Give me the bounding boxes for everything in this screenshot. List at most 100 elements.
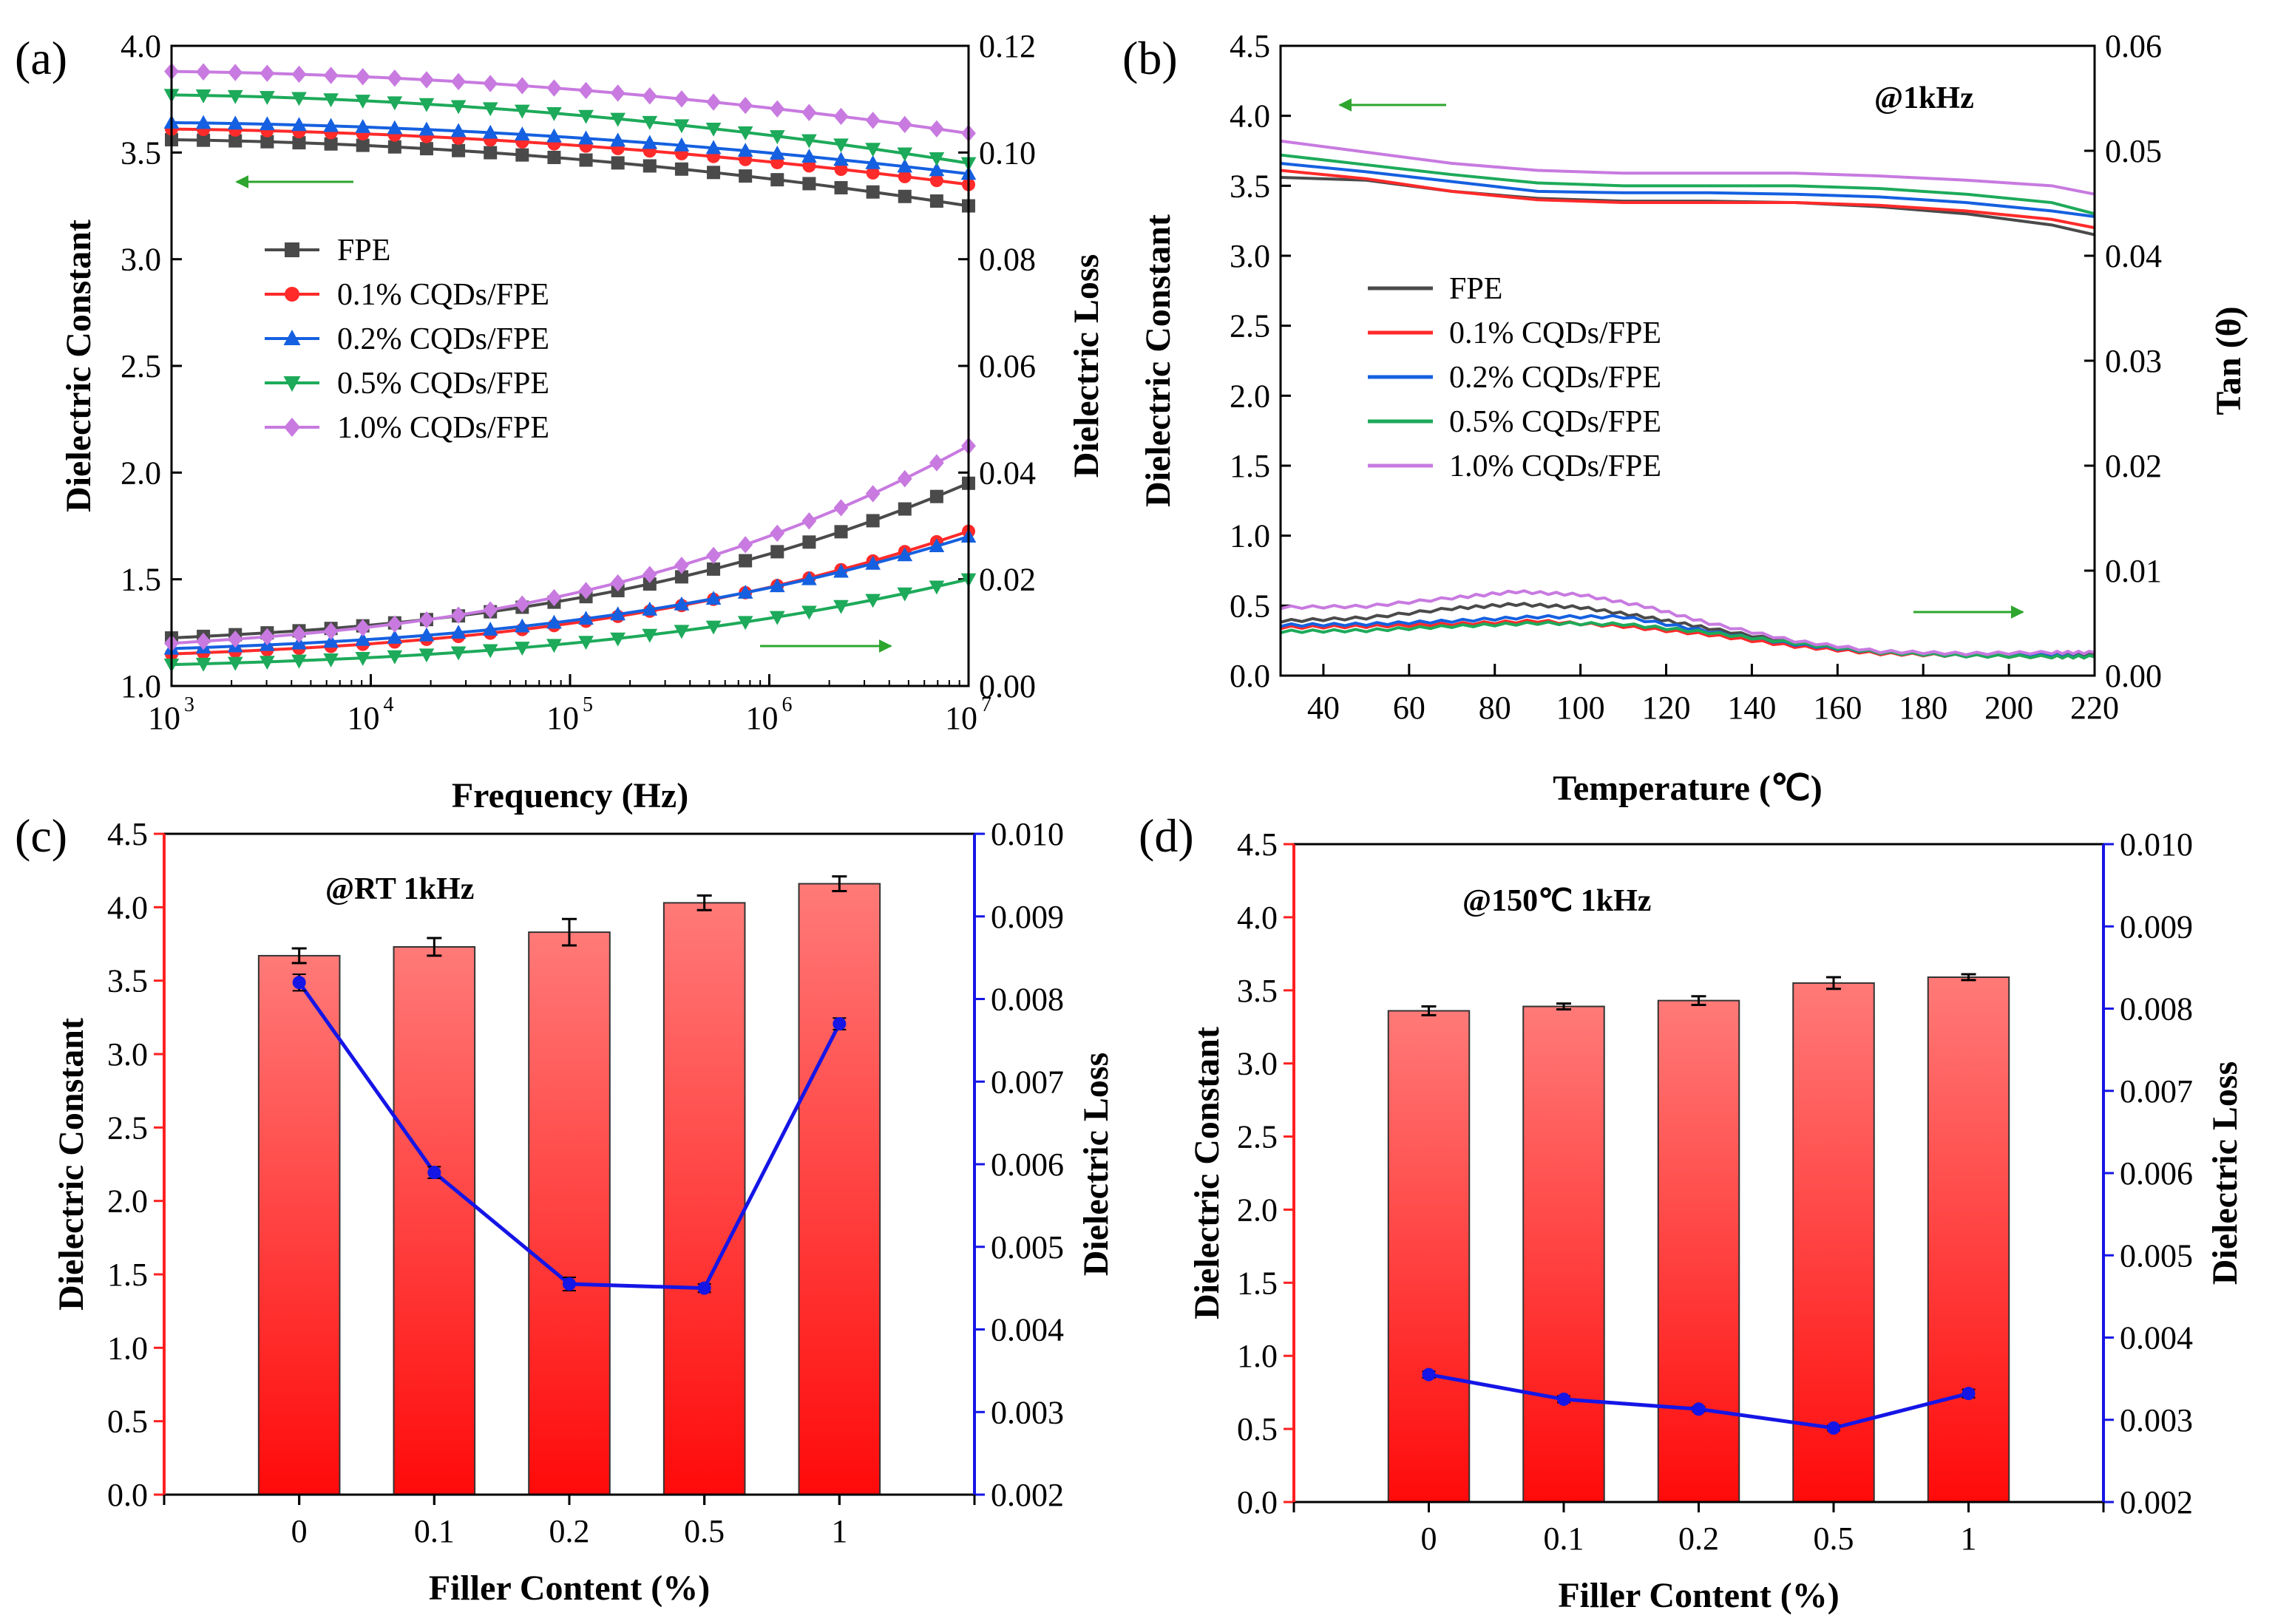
bar	[1927, 976, 2010, 1503]
y2-tick-label: 0.009	[2120, 908, 2193, 945]
constant-point	[419, 71, 434, 89]
loss-point	[705, 620, 722, 635]
loss-line-2	[1280, 614, 2095, 659]
loss-point	[323, 653, 339, 667]
constant-point	[834, 163, 848, 177]
x-tick-label: 0	[291, 1513, 308, 1549]
constant-point	[260, 91, 275, 105]
y-tick-label: 4.0	[121, 28, 161, 64]
constant-point	[865, 112, 881, 129]
constant-point	[546, 128, 562, 143]
constant-line-2	[171, 120, 969, 176]
constant-point	[610, 132, 626, 147]
constant-point	[705, 140, 722, 154]
x-axis-title: Frequency (Hz)	[452, 776, 688, 815]
constant-point	[578, 81, 594, 100]
constant-point	[801, 134, 817, 149]
loss-point	[697, 1281, 711, 1295]
y2-tick-label: 0.008	[991, 982, 1064, 1018]
constant-point	[482, 102, 498, 117]
loss-point	[228, 630, 243, 648]
constant-point	[929, 194, 943, 208]
loss-point	[546, 639, 562, 653]
y2-tick-label: 0.06	[2105, 28, 2162, 64]
constant-point	[483, 75, 498, 92]
loss-point	[642, 601, 658, 616]
y-tick-label: 1.0	[1230, 518, 1270, 554]
loss-point	[1692, 1402, 1706, 1416]
loss-point	[514, 642, 530, 656]
loss-point	[1557, 1392, 1570, 1406]
constant-point	[260, 116, 275, 131]
y-tick-label: 2.5	[121, 348, 161, 384]
annotation: @1kHz	[1874, 81, 1974, 115]
loss-point	[897, 469, 912, 488]
loss-point	[419, 611, 434, 629]
y-tick-label: 1.0	[107, 1330, 148, 1366]
loss-point	[292, 976, 306, 990]
x-axis-title: Filler Content (%)	[1558, 1576, 1839, 1615]
constant-point	[866, 185, 880, 199]
constant-point	[865, 154, 881, 169]
loss-point	[706, 546, 721, 565]
y-axis-title: Dielectric Constant	[59, 220, 98, 512]
constant-point	[227, 89, 243, 104]
legend-marker	[285, 242, 299, 257]
y-tick-label: 2.5	[107, 1110, 148, 1146]
x-tick-label: 0.2	[549, 1513, 590, 1549]
constant-point	[228, 134, 243, 148]
y2-tick-label: 0.04	[2105, 238, 2162, 274]
loss-point	[707, 562, 721, 576]
y2-axis-title: Tan (θ)	[2209, 306, 2248, 415]
panel-c: 0.0 0.5 1.0 1.5 2.0 2.5 3.0 3.5 4.0 4.5 0.002 0.003…	[15, 809, 1116, 1608]
x-tick-label-exp: 4	[384, 693, 394, 716]
constant-point	[737, 126, 753, 140]
x-tick-label: 220	[2070, 690, 2119, 726]
y-tick-label: 4.0	[1237, 900, 1278, 936]
y-axis-title: Dielectric Constant	[1187, 1027, 1227, 1319]
bar	[257, 954, 341, 1495]
loss-point	[291, 654, 307, 669]
y-tick-label: 4.0	[107, 889, 148, 925]
legend-label: 1.0% CQDs/FPE	[1449, 449, 1661, 483]
y-tick-label: 3.5	[1237, 973, 1278, 1009]
y-tick-label: 2.0	[107, 1183, 148, 1220]
constant-point	[674, 90, 689, 108]
annotation: @RT 1kHz	[325, 872, 474, 906]
y2-tick-label: 0.02	[979, 562, 1036, 598]
bar	[1792, 982, 1875, 1503]
loss-point	[196, 632, 211, 650]
constant-line-3	[171, 93, 969, 165]
panel-b: 0.0 0.5 1.0 1.5 2.0 2.5 3.0 3.5 4.0 4.5 0.00 0.01 0.…	[1122, 28, 2248, 808]
bar	[662, 902, 746, 1495]
panel-d: 0.0 0.5 1.0 1.5 2.0 2.5 3.0 3.5 4.0 4.5 0.002 0.003…	[1139, 809, 2245, 1615]
y2-tick-label: 0.003	[2120, 1402, 2193, 1438]
loss-point	[642, 565, 657, 583]
panel-label: (c)	[15, 809, 67, 862]
constant-point	[579, 153, 593, 167]
loss-point	[801, 605, 817, 620]
x-tick-label: 0.2	[1678, 1521, 1719, 1557]
constant-point	[195, 89, 211, 103]
constant-point	[547, 150, 561, 164]
legend-label: 0.1% CQDs/FPE	[1449, 316, 1661, 350]
legend-marker	[283, 330, 301, 345]
loss-point	[260, 656, 275, 670]
loss-point	[801, 571, 817, 585]
constant-point	[674, 119, 690, 134]
y2-tick-label: 0.03	[2105, 343, 2162, 379]
y2-tick-label: 0.008	[2120, 991, 2193, 1027]
loss-point	[482, 622, 498, 636]
constant-point	[898, 189, 912, 203]
legend-label: 0.5% CQDs/FPE	[1449, 405, 1661, 439]
bar	[798, 883, 881, 1495]
loss-point	[737, 616, 753, 631]
y-tick-label: 3.5	[1230, 168, 1270, 204]
loss-point	[450, 646, 467, 661]
y-tick-label: 3.0	[107, 1036, 148, 1073]
loss-point	[674, 557, 689, 574]
loss-point	[865, 594, 881, 608]
loss-point	[323, 633, 339, 648]
loss-point	[802, 535, 816, 549]
constant-point	[929, 162, 945, 177]
